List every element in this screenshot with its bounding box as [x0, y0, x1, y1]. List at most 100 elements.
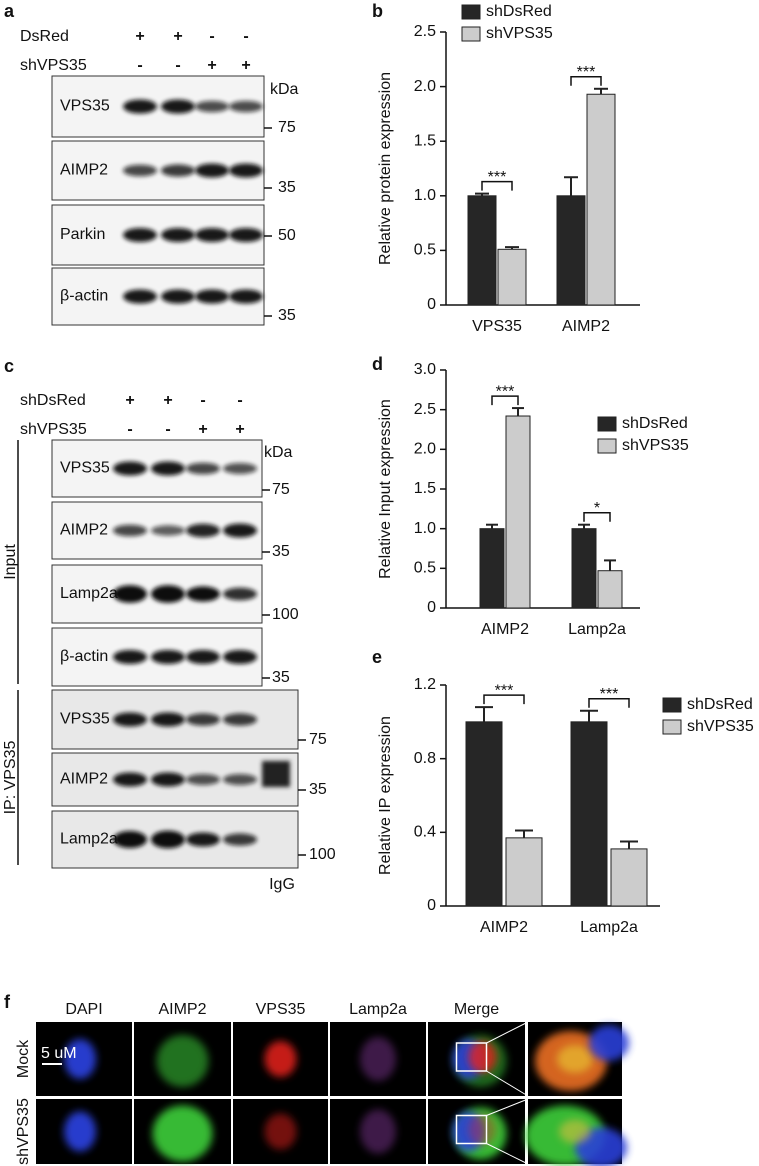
y-axis-label: Relative IP expression [377, 716, 394, 875]
condition-sign: - [200, 392, 205, 409]
legend-swatch [461, 4, 481, 20]
blot-band [161, 228, 195, 242]
y-axis-label: Relative Input expression [377, 399, 394, 579]
y-tick-label: 0 [427, 897, 436, 914]
condition-sign: - [243, 28, 248, 45]
blot-band [186, 523, 220, 538]
blot-band [223, 833, 257, 846]
y-tick-label: 2.0 [414, 78, 436, 95]
legend-label: shVPS35 [622, 437, 689, 454]
blot-band [151, 712, 185, 727]
legend-swatch [461, 26, 481, 42]
column-name: AIMP2 [158, 1001, 206, 1018]
error-bar [594, 87, 608, 95]
y-tick-label: 1.0 [414, 520, 436, 537]
blot-band [123, 164, 157, 177]
error-bar [505, 246, 519, 250]
blot-band [195, 100, 229, 113]
blot-band [223, 587, 257, 601]
blot-band [186, 650, 220, 664]
bar [597, 570, 623, 609]
significance-label: *** [496, 383, 515, 400]
condition-sign: - [137, 57, 142, 74]
y-tick-label: 0.5 [414, 242, 436, 259]
condition-sign: + [241, 57, 250, 74]
legend-swatch [662, 697, 682, 713]
protein-name: AIMP2 [60, 162, 108, 179]
blot-band [195, 289, 229, 304]
protein-name: VPS35 [60, 460, 110, 477]
zoom-box [455, 1042, 488, 1072]
protein-name: β-actin [60, 648, 108, 665]
x-tick-label: Lamp2a [580, 919, 638, 936]
blot-band [229, 289, 263, 304]
protein-name: β-actin [60, 288, 108, 305]
unit-label: kDa [264, 444, 293, 461]
blot-band [223, 523, 257, 538]
lane-note: IgG [269, 876, 295, 893]
blot-band [186, 586, 220, 602]
cell-signal [264, 1113, 297, 1150]
blot-band [123, 289, 157, 304]
zoom-line [486, 1098, 529, 1116]
marker-label: 35 [272, 669, 290, 686]
blot-band [151, 461, 185, 476]
condition-name: shVPS35 [20, 421, 87, 438]
y-tick-label: 1.5 [414, 480, 436, 497]
blot-band [123, 228, 157, 242]
y-tick-label: 2.5 [414, 401, 436, 418]
cell-signal [264, 1041, 297, 1077]
bar [497, 248, 527, 306]
cell-signal [557, 1045, 593, 1073]
y-tick-label: 3.0 [414, 361, 436, 378]
scale-bar-label: 5 uM [41, 1045, 77, 1062]
x-tick-label: AIMP2 [480, 919, 528, 936]
zoom-box [455, 1114, 488, 1145]
bar [479, 528, 505, 609]
protein-name: Lamp2a [60, 585, 118, 602]
bar [610, 848, 648, 907]
cell-signal [468, 1041, 497, 1073]
condition-sign: + [235, 421, 244, 438]
error-bar [564, 176, 578, 196]
blot-band [113, 650, 147, 664]
column-name: VPS35 [256, 1001, 306, 1018]
blot-band [229, 228, 263, 242]
legend-label: shVPS35 [486, 25, 553, 42]
legend-swatch [662, 719, 682, 735]
zoom-line [486, 1143, 529, 1165]
y-tick-label: 0 [427, 296, 436, 313]
significance-label: *** [495, 682, 514, 699]
cell-signal [64, 1039, 96, 1079]
error-bar [486, 523, 498, 529]
condition-sign: - [237, 392, 242, 409]
y-tick-label: 0.5 [414, 560, 436, 577]
panel-label: f [4, 992, 11, 1012]
cell-signal [468, 1113, 497, 1146]
blot-band [186, 462, 220, 475]
protein-name: Lamp2a [60, 831, 118, 848]
condition-sign: - [175, 57, 180, 74]
significance-bracket [588, 698, 630, 708]
x-tick-label: AIMP2 [562, 318, 610, 335]
error-bar [604, 559, 616, 571]
condition-name: DsRed [20, 28, 69, 45]
group-name: IP: VPS35 [2, 740, 19, 814]
marker-label: 75 [272, 481, 290, 498]
row-name: Mock [15, 1039, 32, 1078]
blot-band [113, 585, 147, 603]
blot-band [151, 525, 185, 536]
blot-band [113, 831, 147, 848]
bar [505, 415, 531, 609]
y-tick-label: 1.5 [414, 132, 436, 149]
blot-band [186, 713, 220, 726]
blot-band [123, 99, 157, 114]
cell-signal [152, 1105, 213, 1162]
bar [465, 721, 503, 907]
marker-label: 100 [272, 606, 299, 623]
zoom-line [486, 1070, 529, 1097]
condition-sign: + [163, 392, 172, 409]
blot-band [161, 164, 195, 177]
